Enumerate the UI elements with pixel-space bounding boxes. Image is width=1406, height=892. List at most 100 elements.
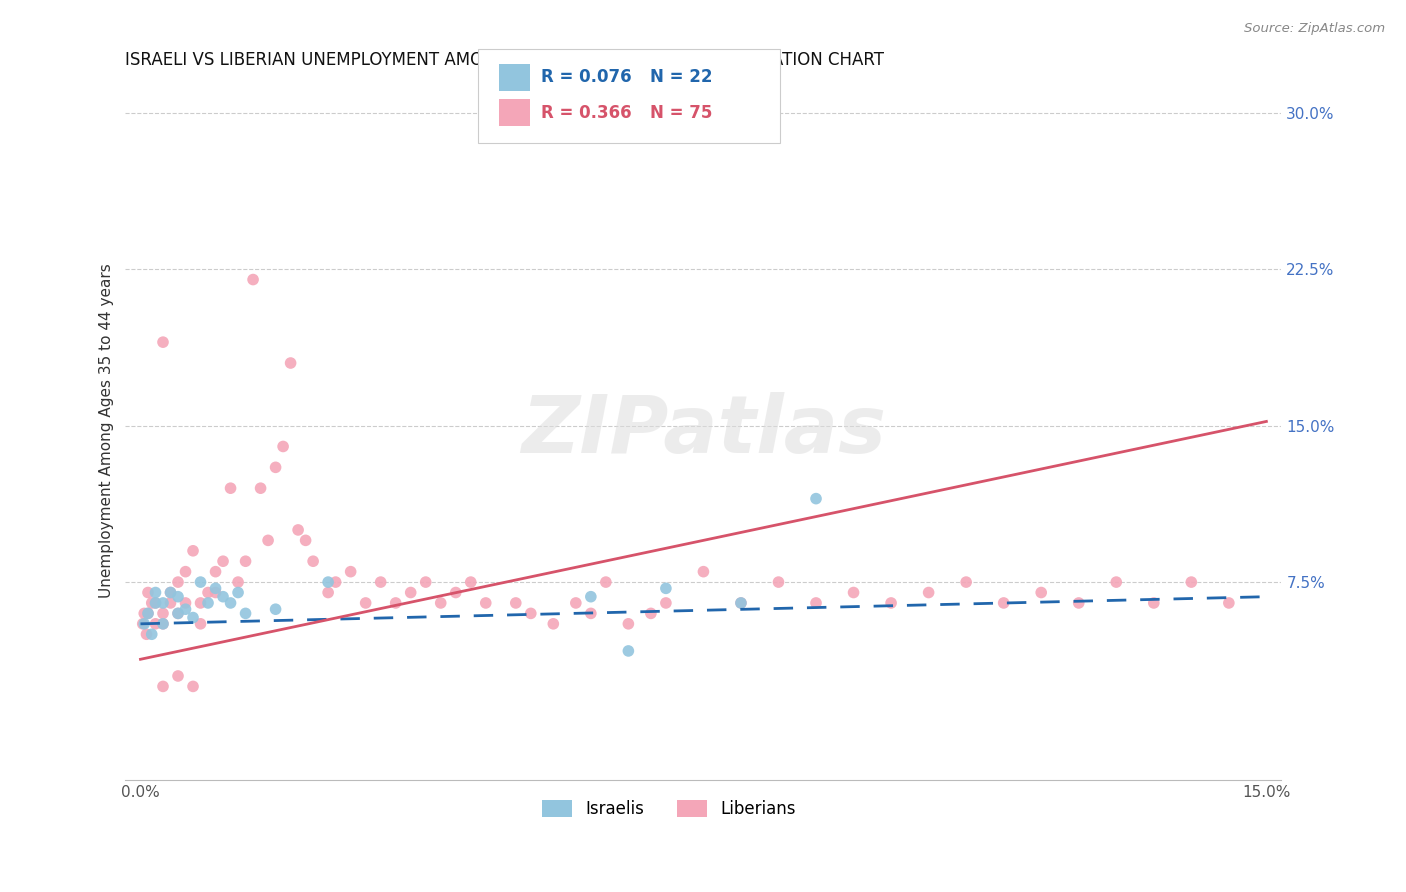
Point — [302, 554, 325, 568]
Point — [249, 481, 271, 495]
Text: N = 75: N = 75 — [650, 103, 711, 121]
Point — [152, 335, 174, 350]
Point — [219, 481, 242, 495]
Legend: Israelis, Liberians: Israelis, Liberians — [534, 793, 803, 824]
Point — [132, 616, 155, 631]
Point — [145, 616, 167, 631]
Point — [1218, 596, 1240, 610]
Point — [520, 607, 543, 621]
Point — [235, 607, 257, 621]
Point — [204, 582, 226, 596]
Point — [181, 543, 204, 558]
Point — [167, 607, 190, 621]
Point — [197, 596, 219, 610]
Point — [505, 596, 527, 610]
Point — [190, 596, 212, 610]
Point — [219, 596, 242, 610]
Point — [204, 565, 226, 579]
Text: R = 0.076: R = 0.076 — [541, 68, 631, 87]
Y-axis label: Unemployment Among Ages 35 to 44 years: Unemployment Among Ages 35 to 44 years — [100, 263, 114, 599]
Point — [429, 596, 451, 610]
Point — [325, 575, 347, 590]
Point — [579, 607, 602, 621]
Point — [730, 596, 752, 610]
Point — [655, 596, 678, 610]
Text: R = 0.366: R = 0.366 — [541, 103, 631, 121]
Point — [152, 616, 174, 631]
Point — [339, 565, 361, 579]
Point — [167, 607, 190, 621]
Point — [145, 596, 167, 610]
Point — [1067, 596, 1090, 610]
Point — [880, 596, 903, 610]
Point — [135, 627, 157, 641]
Point — [595, 575, 617, 590]
Text: N = 22: N = 22 — [650, 68, 711, 87]
Point — [159, 596, 181, 610]
Point — [226, 585, 249, 599]
Point — [444, 585, 467, 599]
Point — [212, 554, 235, 568]
Point — [917, 585, 939, 599]
Point — [136, 607, 159, 621]
Point — [384, 596, 406, 610]
Point — [167, 590, 190, 604]
Point — [174, 596, 197, 610]
Point — [460, 575, 482, 590]
Point — [768, 575, 790, 590]
Point — [145, 585, 167, 599]
Point — [167, 669, 190, 683]
Point — [655, 582, 678, 596]
Point — [370, 575, 392, 590]
Point — [235, 554, 257, 568]
Point — [159, 585, 181, 599]
Point — [474, 596, 496, 610]
Point — [264, 460, 287, 475]
Point — [617, 644, 640, 658]
Point — [730, 596, 752, 610]
Point — [167, 575, 190, 590]
Point — [190, 575, 212, 590]
Point — [212, 590, 235, 604]
Point — [993, 596, 1015, 610]
Point — [242, 272, 264, 286]
Point — [152, 616, 174, 631]
Point — [842, 585, 865, 599]
Point — [415, 575, 437, 590]
Point — [152, 596, 174, 610]
Point — [617, 616, 640, 631]
Point — [159, 585, 181, 599]
Point — [197, 585, 219, 599]
Point — [271, 440, 294, 454]
Point — [136, 585, 159, 599]
Point — [264, 602, 287, 616]
Point — [354, 596, 377, 610]
Point — [565, 596, 588, 610]
Point — [257, 533, 280, 548]
Point — [152, 607, 174, 621]
Point — [287, 523, 309, 537]
Point — [181, 610, 204, 624]
Point — [134, 607, 156, 621]
Point — [136, 607, 159, 621]
Text: Source: ZipAtlas.com: Source: ZipAtlas.com — [1244, 22, 1385, 36]
Point — [204, 585, 226, 599]
Point — [640, 607, 662, 621]
Point — [804, 491, 827, 506]
Point — [141, 596, 163, 610]
Point — [543, 616, 565, 631]
Point — [1180, 575, 1202, 590]
Point — [190, 616, 212, 631]
Point — [134, 616, 156, 631]
Point — [174, 565, 197, 579]
Point — [1031, 585, 1053, 599]
Point — [399, 585, 422, 599]
Point — [294, 533, 316, 548]
Point — [145, 596, 167, 610]
Text: ZIPatlas: ZIPatlas — [522, 392, 886, 470]
Point — [181, 680, 204, 694]
Point — [955, 575, 977, 590]
Point — [280, 356, 302, 370]
Point — [174, 602, 197, 616]
Point — [226, 575, 249, 590]
